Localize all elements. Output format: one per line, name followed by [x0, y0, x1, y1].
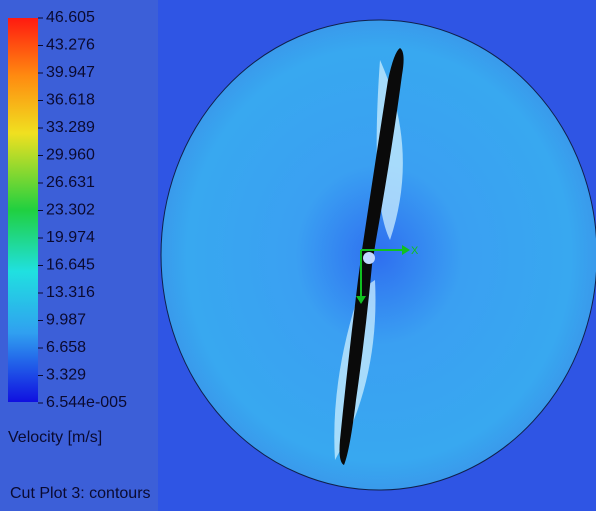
hub: [363, 252, 375, 264]
screenshot: 46.605 43.276 39.947 36.618 33.289 29.960 26.6…: [0, 0, 596, 511]
legend-label: 29.960: [46, 147, 95, 164]
legend-label: 3.329: [46, 367, 86, 384]
legend-label: 36.618: [46, 92, 95, 109]
axis-label: X: [411, 245, 419, 257]
legend-label: 6.544e-005: [46, 394, 127, 411]
caption: Cut Plot 3: contours: [10, 485, 151, 502]
legend-label: 19.974: [46, 229, 95, 246]
legend-label: 9.987: [46, 312, 86, 329]
legend-label: 23.302: [46, 202, 95, 219]
legend-label: 39.947: [46, 64, 95, 81]
legend-title: Velocity [m/s]: [8, 429, 102, 446]
legend-label: 13.316: [46, 284, 95, 301]
legend-label: 33.289: [46, 119, 95, 136]
color-bar: [8, 18, 38, 402]
legend-label: 43.276: [46, 37, 95, 54]
legend-label: 6.658: [46, 339, 86, 356]
legend-label: 46.605: [46, 9, 95, 26]
legend-label: 26.631: [46, 174, 95, 191]
legend-label: 16.645: [46, 257, 95, 274]
